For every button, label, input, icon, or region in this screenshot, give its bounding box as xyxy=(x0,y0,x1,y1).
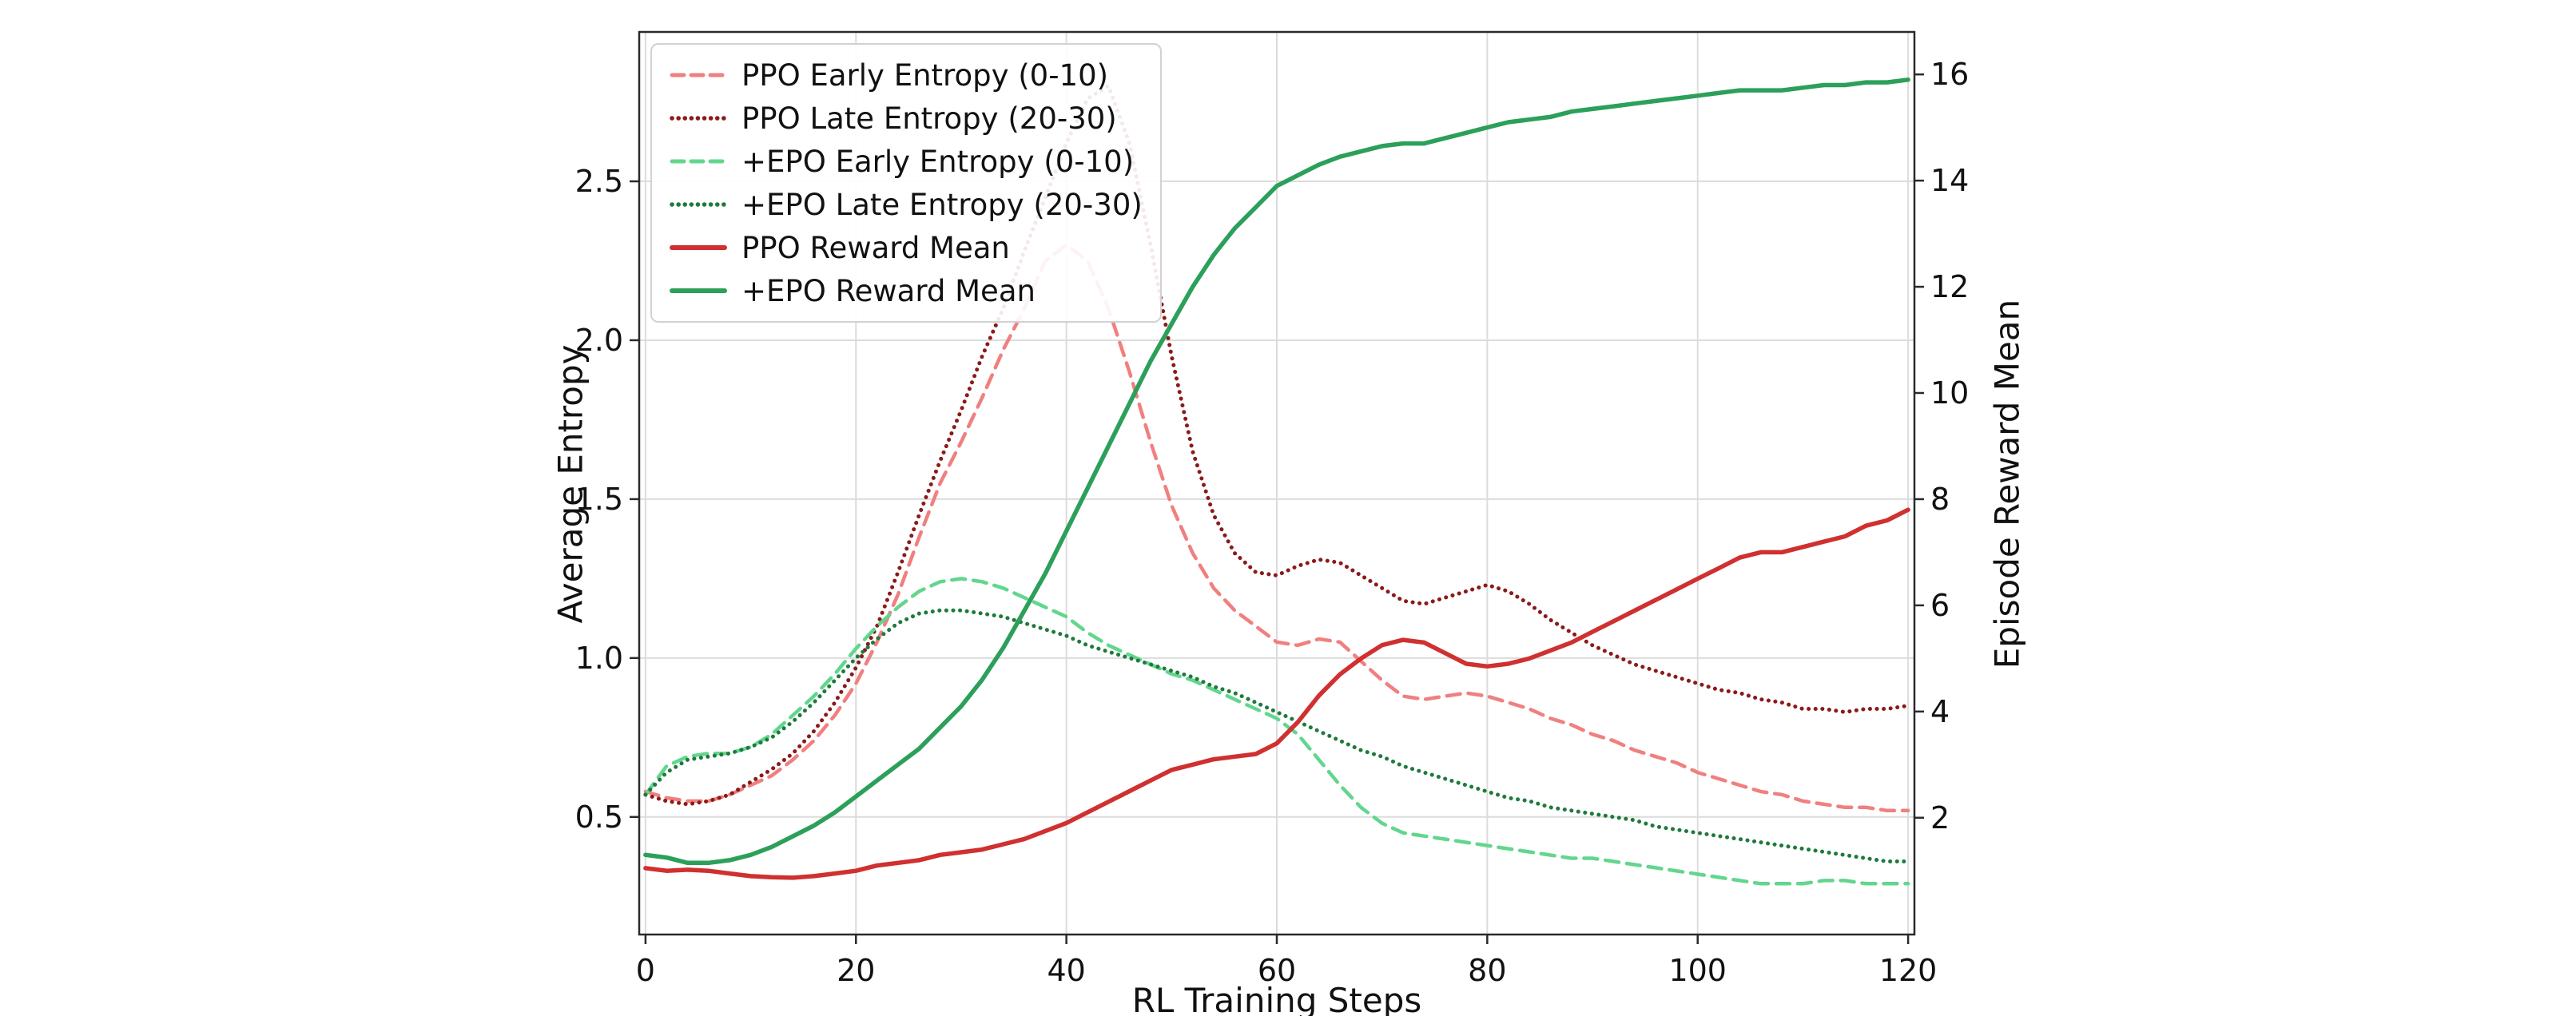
legend-label: +EPO Early Entropy (0-10) xyxy=(741,144,1135,179)
legend-item-epo-early-entropy: +EPO Early Entropy (0-10) xyxy=(670,141,1143,182)
legend-label: +EPO Late Entropy (20-30) xyxy=(741,187,1143,222)
right-y-axis-label: Episode Reward Mean xyxy=(1987,299,2027,669)
x-axis-label: RL Training Steps xyxy=(1131,981,1422,1016)
left-y-axis-label: Average Entropy xyxy=(551,344,590,624)
x-tick-label: 80 xyxy=(1468,953,1506,988)
x-tick-label: 40 xyxy=(1047,953,1085,988)
legend-line-sample-icon xyxy=(670,202,727,207)
series-line-epo-early-entropy xyxy=(643,577,1910,886)
left-y-tick-label: 1.5 xyxy=(575,482,623,517)
legend-item-epo-reward-mean: +EPO Reward Mean xyxy=(670,270,1143,312)
x-tick-label: 60 xyxy=(1258,953,1296,988)
right-y-tick-label: 10 xyxy=(1930,375,1969,411)
x-tick-label: 100 xyxy=(1668,953,1727,988)
right-y-tick-label: 12 xyxy=(1930,269,1969,304)
legend-line-sample-icon xyxy=(670,73,727,77)
left-y-tick-label: 2.5 xyxy=(575,164,623,199)
legend-line-sample-icon xyxy=(670,245,727,250)
left-y-tick-label: 0.5 xyxy=(575,800,623,835)
right-y-tick-label: 2 xyxy=(1930,800,1950,835)
legend-label: PPO Late Entropy (20-30) xyxy=(741,101,1117,136)
ticks: 0 20 40 60 80 100 120 0.5 1.0 1.5 2.0 2.5 2 4 6 8 10 12 14… xyxy=(575,57,1970,988)
legend-item-ppo-reward-mean: PPO Reward Mean xyxy=(670,227,1143,268)
legend: PPO Early Entropy (0-10) PPO Late Entropy… xyxy=(650,43,1162,323)
legend-label: PPO Early Entropy (0-10) xyxy=(741,58,1109,93)
right-y-tick-label: 16 xyxy=(1930,57,1969,92)
right-y-tick-label: 8 xyxy=(1930,482,1950,517)
legend-line-sample-icon xyxy=(670,116,727,121)
right-y-tick-label: 14 xyxy=(1930,163,1969,198)
legend-line-sample-icon xyxy=(670,159,727,164)
series-group xyxy=(643,77,1910,886)
x-tick-label: 20 xyxy=(837,953,875,988)
right-y-tick-label: 4 xyxy=(1930,694,1950,729)
left-y-tick-label: 1.0 xyxy=(575,641,623,676)
series-line-epo-reward-mean xyxy=(643,77,1910,866)
left-y-tick-label: 2.0 xyxy=(575,323,623,358)
legend-label: PPO Reward Mean xyxy=(741,230,1010,265)
legend-item-ppo-late-entropy: PPO Late Entropy (20-30) xyxy=(670,97,1143,139)
series-line-ppo-early-entropy xyxy=(643,243,1910,813)
legend-item-ppo-early-entropy: PPO Early Entropy (0-10) xyxy=(670,54,1143,96)
legend-item-epo-late-entropy: +EPO Late Entropy (20-30) xyxy=(670,184,1143,225)
right-y-tick-label: 6 xyxy=(1930,588,1950,623)
series-line-ppo-late-entropy xyxy=(643,84,1910,807)
legend-label: +EPO Reward Mean xyxy=(741,273,1036,308)
x-tick-label: 120 xyxy=(1879,953,1938,988)
x-tick-label: 0 xyxy=(636,953,655,988)
series-line-ppo-reward-mean xyxy=(643,507,1910,880)
legend-line-sample-icon xyxy=(670,288,727,293)
